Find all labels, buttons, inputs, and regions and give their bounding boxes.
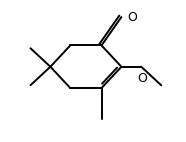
Text: O: O — [127, 11, 137, 24]
Text: O: O — [137, 72, 147, 85]
